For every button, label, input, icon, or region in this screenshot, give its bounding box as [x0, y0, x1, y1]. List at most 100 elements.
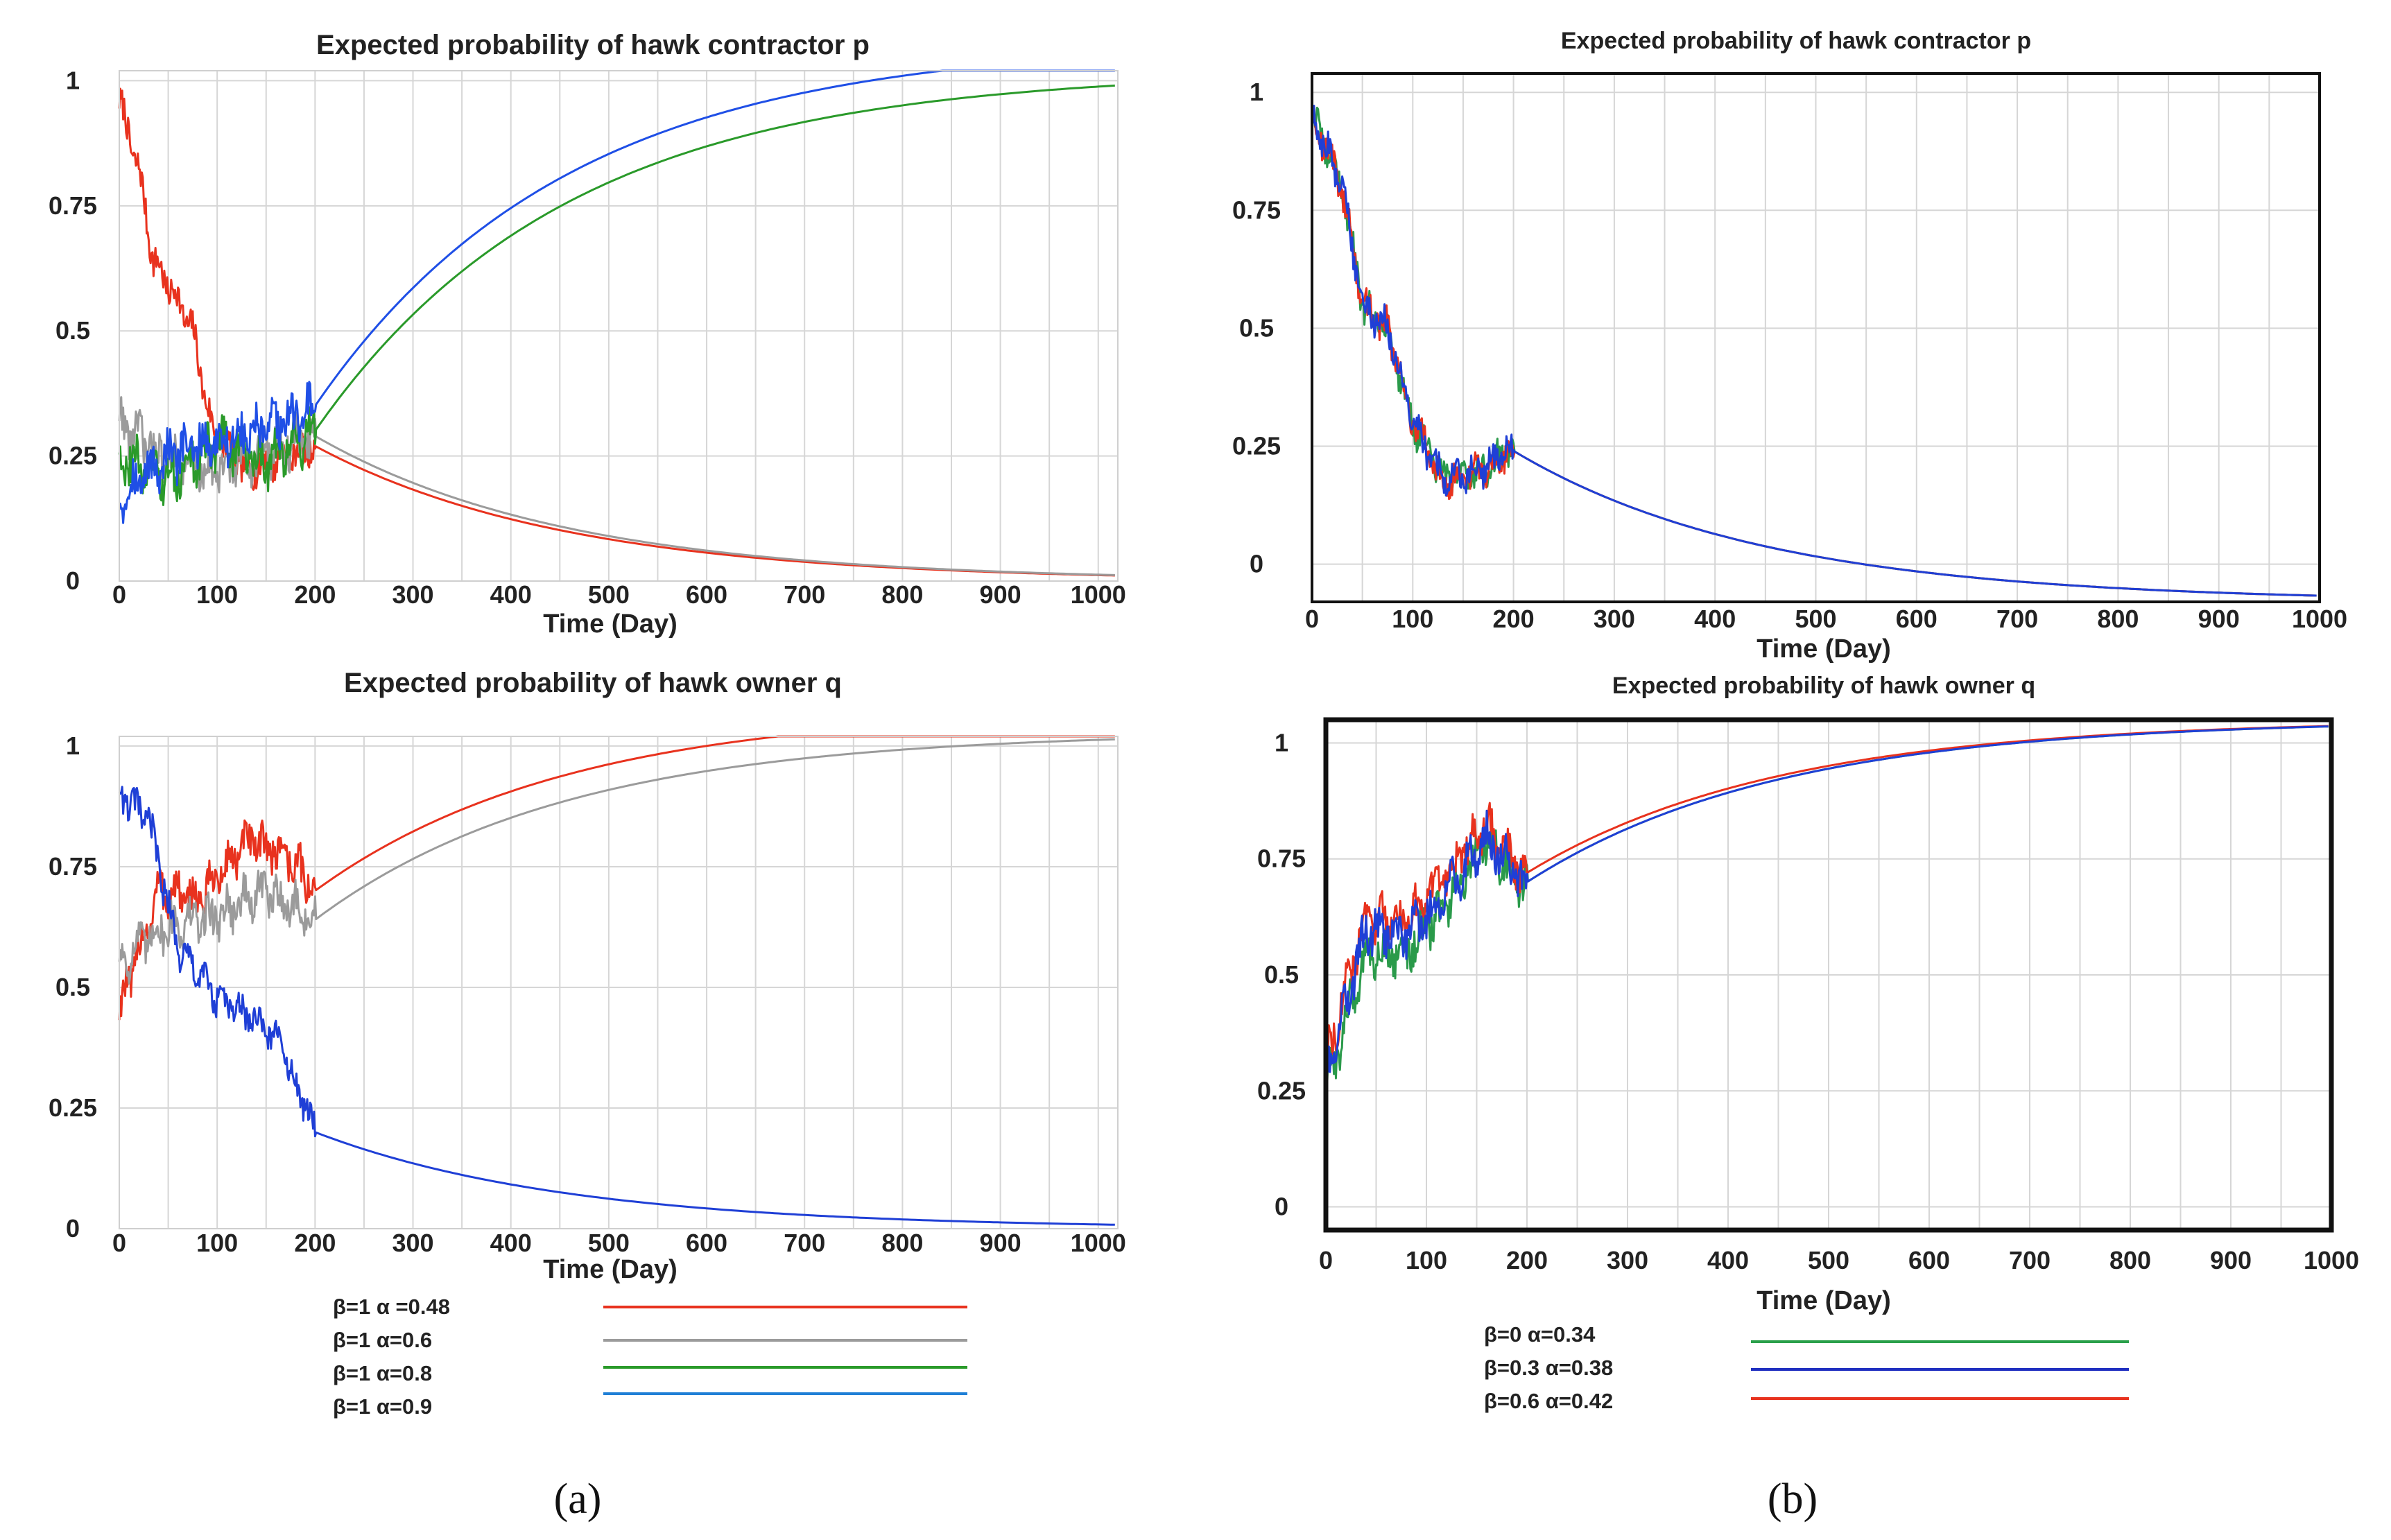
y-axis-ticks: 0 0.25 0.5 0.75 1 [49, 66, 97, 595]
x-tick-label: 200 [294, 580, 336, 609]
chart-owner-q-a: Expected probability of hawk owner q 0 0.… [49, 668, 1126, 1284]
x-tick-label: 1000 [2304, 1246, 2359, 1274]
x-tick-label: 0 [1319, 1246, 1333, 1274]
x-tick-label: 500 [1808, 1246, 1849, 1274]
x-tick-label: 700 [1996, 605, 2038, 633]
x-tick-label: 100 [1406, 1246, 1447, 1274]
x-tick-label: 500 [588, 580, 630, 609]
y-tick-label: 0.5 [1239, 313, 1274, 342]
y-tick-label: 0.75 [1257, 845, 1306, 873]
series-line [118, 84, 1115, 506]
series-line [118, 786, 1115, 1226]
legend-label: β=1 α=0.9 [333, 1394, 432, 1419]
y-tick-label: 0.75 [49, 191, 97, 220]
legend-entry: β=1 α =0.48 [333, 1295, 967, 1319]
chart-title: Expected probability of hawk owner q [344, 668, 842, 698]
series-lines [118, 69, 1115, 577]
x-tick-label: 900 [980, 580, 1021, 609]
x-tick-label: 100 [196, 1229, 238, 1257]
x-tick-label: 0 [1305, 605, 1319, 633]
x-tick-label: 300 [1594, 605, 1635, 633]
x-axis-label: Time (Day) [1756, 1286, 1891, 1315]
x-axis-label: Time (Day) [543, 1255, 677, 1284]
series-line [118, 396, 1115, 576]
x-tick-label: 200 [294, 1229, 336, 1257]
plot-frame [1311, 72, 2321, 603]
plot-frame [119, 70, 1119, 582]
y-tick-label: 0 [1275, 1193, 1288, 1221]
legend-label: β=1 α=0.6 [333, 1328, 432, 1352]
x-tick-label: 900 [2210, 1246, 2252, 1274]
y-tick-label: 0 [66, 566, 80, 595]
x-tick-label: 300 [392, 580, 433, 609]
x-tick-label: 400 [1707, 1246, 1749, 1274]
x-tick-label: 100 [1392, 605, 1433, 633]
x-tick-label: 300 [392, 1229, 433, 1257]
chart-title: Expected probability of hawk owner q [1612, 673, 2035, 699]
x-tick-label: 800 [881, 580, 923, 609]
legend-entry: β=0.6 α=0.42 [1484, 1389, 2129, 1413]
x-tick-label: 900 [980, 1229, 1021, 1257]
legend-label: β=1 α =0.48 [333, 1295, 450, 1319]
legend-entry: β=0.3 α=0.38 [1484, 1356, 2129, 1380]
grid [1326, 720, 2331, 1230]
chart-title: Expected probability of hawk contractor … [1561, 28, 2031, 54]
x-tick-label: 300 [1607, 1246, 1648, 1274]
series-line [1324, 725, 2329, 1073]
legend-entry: β=1 α=0.9 [333, 1392, 967, 1419]
x-tick-label: 200 [1506, 1246, 1548, 1274]
x-tick-label: 500 [1795, 605, 1836, 633]
x-tick-label: 400 [490, 1229, 532, 1257]
series-line [119, 69, 1115, 524]
x-tick-label: 600 [686, 1229, 727, 1257]
x-tick-label: 700 [784, 580, 825, 609]
legend-b: β=0 α=0.34 β=0.3 α=0.38 β=0.6 α=0.42 [1484, 1322, 2129, 1413]
x-tick-label: 600 [1896, 605, 1937, 633]
x-tick-label: 1000 [2292, 605, 2347, 633]
y-axis-ticks: 0 0.25 0.5 0.75 1 [49, 732, 97, 1243]
legend-label: β=0 α=0.34 [1484, 1322, 1596, 1347]
y-tick-label: 1 [1250, 78, 1263, 106]
x-axis-label: Time (Day) [1756, 634, 1891, 664]
y-tick-label: 0.75 [1232, 196, 1281, 224]
x-tick-label: 1000 [1071, 580, 1126, 609]
series-line [118, 735, 1115, 1021]
grid [119, 736, 1118, 1229]
x-tick-label: 800 [2109, 1246, 2151, 1274]
y-axis-ticks: 0 0.25 0.5 0.75 1 [1232, 78, 1281, 578]
legend-label: β=0.3 α=0.38 [1484, 1356, 1613, 1380]
grid [119, 71, 1118, 581]
legend-label: β=1 α=0.8 [333, 1361, 432, 1385]
x-tick-label: 600 [1908, 1246, 1950, 1274]
x-tick-label: 0 [112, 580, 126, 609]
x-tick-label: 200 [1493, 605, 1535, 633]
series-line [1311, 105, 2317, 597]
x-tick-label: 1000 [1071, 1229, 1126, 1257]
series-lines [1324, 725, 2329, 1097]
y-tick-label: 0.5 [55, 973, 90, 1001]
chart-title: Expected probability of hawk contractor … [316, 30, 870, 60]
legend-entry: β=0 α=0.34 [1484, 1322, 2129, 1347]
x-axis-ticks: 0 100 200 300 400 500 600 700 800 900 1000 [112, 1229, 1126, 1257]
x-axis-label: Time (Day) [543, 609, 677, 639]
legend-entry: β=1 α=0.8 [333, 1361, 967, 1385]
x-tick-label: 900 [2198, 605, 2240, 633]
x-axis-ticks: 0 100 200 300 400 500 600 700 800 900 1000 [1319, 1246, 2359, 1274]
y-tick-label: 0 [1250, 550, 1263, 578]
x-tick-label: 100 [196, 580, 238, 609]
series-lines [118, 735, 1115, 1226]
legend-entry: β=1 α=0.6 [333, 1328, 967, 1352]
x-tick-label: 800 [881, 1229, 923, 1257]
x-tick-label: 500 [588, 1229, 630, 1257]
x-tick-label: 700 [784, 1229, 825, 1257]
x-tick-label: 400 [490, 580, 532, 609]
y-tick-label: 1 [66, 66, 80, 94]
chart-contractor-p-b: Expected probability of hawk contractor … [1232, 28, 2347, 664]
y-tick-label: 0.25 [1232, 431, 1281, 460]
y-tick-label: 0.25 [1257, 1076, 1306, 1105]
y-tick-label: 0.75 [49, 852, 97, 881]
x-tick-label: 700 [2009, 1246, 2051, 1274]
series-line [118, 87, 1115, 577]
y-tick-label: 0 [66, 1214, 80, 1243]
